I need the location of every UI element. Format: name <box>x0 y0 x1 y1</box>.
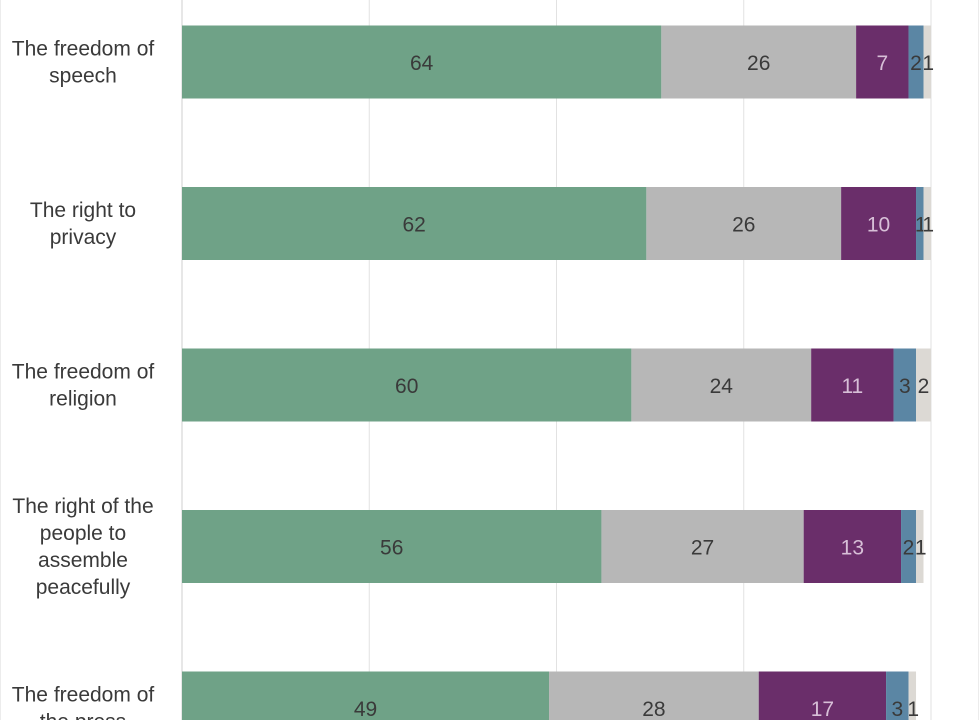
bar-segment <box>182 348 632 422</box>
data-label: 62 <box>403 214 426 237</box>
bar-segment <box>923 25 931 99</box>
data-label: 28 <box>642 698 665 720</box>
data-label: 1 <box>915 537 927 560</box>
data-label: 3 <box>899 375 911 398</box>
bar-segment <box>916 510 924 583</box>
bar-segment <box>182 187 647 260</box>
data-label: 3 <box>891 698 903 720</box>
data-label: 11 <box>841 375 863 398</box>
data-label: 7 <box>876 52 888 75</box>
bar-row: 64 26 7 2 1 <box>182 25 934 99</box>
data-label: 24 <box>710 375 734 398</box>
bar-segment <box>841 187 917 260</box>
bar-segment <box>631 348 812 422</box>
bar-segment <box>916 348 931 422</box>
bar-segment <box>811 348 894 422</box>
category-label: The freedom of religion <box>12 361 155 411</box>
bar-row: 56 27 13 2 1 <box>182 510 927 583</box>
category-label: The freedom of speech <box>12 38 155 88</box>
data-label: 1 <box>922 214 934 237</box>
data-label: 26 <box>747 52 770 75</box>
data-label: 27 <box>691 537 714 560</box>
bar-segment <box>803 510 902 583</box>
data-label: 1 <box>915 214 927 237</box>
data-label: 1 <box>907 698 919 720</box>
bar-segment <box>916 187 924 260</box>
data-label: 1 <box>922 52 934 75</box>
bar-segment <box>886 671 909 720</box>
bar-segment <box>549 671 759 720</box>
data-label: 2 <box>903 537 915 560</box>
category-labels: The freedom of speech The right to privacy T… <box>12 38 155 720</box>
data-label: 49 <box>354 698 377 720</box>
data-label: 64 <box>410 52 434 75</box>
data-label: 10 <box>867 214 890 237</box>
bar-segment <box>923 187 931 260</box>
bar-segment <box>908 25 924 99</box>
bar-segment <box>908 671 917 720</box>
bar-segment <box>893 348 917 422</box>
data-label: 17 <box>811 698 834 720</box>
category-label: The right of the people to assemble peacefu… <box>12 495 153 599</box>
data-label: 26 <box>732 214 755 237</box>
bar-segment <box>182 510 602 583</box>
data-label: 56 <box>380 537 403 560</box>
bar-segment <box>901 510 917 583</box>
bar-segment <box>646 187 842 260</box>
data-label: 60 <box>395 375 418 398</box>
bar-row: 49 28 17 3 1 <box>182 671 919 720</box>
data-label: 2 <box>918 375 930 398</box>
bar-segment <box>601 510 804 583</box>
bar-segment <box>661 25 857 99</box>
bar-segment <box>182 25 662 99</box>
bar-row: 60 24 11 3 2 <box>182 348 931 422</box>
bar-segment <box>758 671 887 720</box>
bar-row: 62 26 10 11 <box>182 187 934 260</box>
bar-segment <box>856 25 909 99</box>
data-label: 13 <box>841 537 864 560</box>
category-label: The right to privacy <box>30 199 136 249</box>
bar-segment <box>182 671 550 720</box>
data-label: 2 <box>910 52 922 75</box>
